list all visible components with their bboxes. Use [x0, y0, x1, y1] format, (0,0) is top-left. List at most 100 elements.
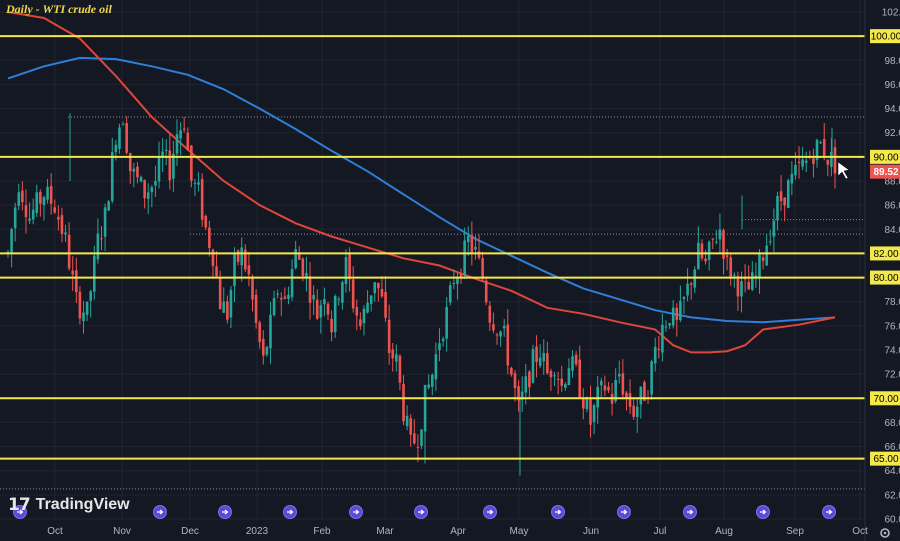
candle-body — [779, 191, 783, 202]
candle-body — [830, 151, 833, 167]
x-tick-label: Sep — [786, 526, 804, 537]
candle-body — [82, 312, 85, 322]
candle-body — [13, 207, 17, 229]
level-label-box — [870, 270, 900, 285]
candle-body — [653, 346, 657, 364]
candle-body — [801, 159, 804, 167]
x-tick-label: Aug — [715, 526, 733, 537]
y-tick-label: 102.00 — [882, 8, 900, 19]
x-tick-label: Apr — [450, 526, 466, 537]
level-label-box — [870, 391, 900, 406]
candle-body — [49, 185, 53, 204]
candle-body — [441, 338, 445, 342]
candle-body — [517, 386, 520, 401]
candle-body — [139, 176, 143, 182]
candle-body — [64, 232, 67, 235]
candle-body — [355, 307, 359, 316]
candle-body — [351, 279, 355, 309]
candle-body — [549, 370, 553, 378]
gear-icon[interactable] — [878, 526, 892, 540]
candle-body — [675, 307, 679, 320]
candle-body — [24, 205, 28, 218]
candle-body — [481, 258, 484, 280]
level-label-box — [870, 29, 900, 44]
candle-body — [589, 399, 592, 425]
candle-body — [679, 301, 682, 321]
candle-body — [510, 367, 513, 375]
event-marker-arrow — [418, 509, 425, 515]
candle-body — [553, 375, 556, 377]
x-tick-label: 2023 — [246, 526, 269, 537]
candle-body — [776, 196, 779, 221]
candle-body — [294, 249, 297, 269]
candle-body — [247, 265, 251, 275]
candle-body — [556, 378, 560, 380]
candle-body — [768, 241, 772, 243]
candle-body — [671, 307, 675, 326]
level-label: 65.00 — [873, 454, 898, 465]
candle-body — [592, 405, 596, 422]
candle-body — [35, 192, 39, 214]
candle-body — [258, 322, 261, 343]
candle-body — [794, 164, 797, 176]
candle-body — [542, 352, 546, 362]
event-marker-arrow — [760, 509, 767, 515]
candle-body — [822, 139, 826, 158]
candle-body — [150, 187, 154, 193]
candle-body — [664, 326, 668, 328]
candle-body — [538, 357, 542, 366]
candle-body — [164, 149, 168, 152]
candle-body — [46, 186, 49, 200]
candle-body — [136, 166, 139, 178]
candle-body — [359, 319, 362, 326]
candle-body — [596, 386, 599, 408]
candle-body — [377, 282, 380, 289]
candle-body — [60, 215, 64, 234]
event-marker-arrow — [287, 509, 294, 515]
event-marker-arrow — [222, 509, 229, 515]
candle-body — [240, 247, 244, 266]
candle-body — [312, 295, 315, 300]
candle-body — [315, 299, 319, 319]
candle-body — [100, 238, 103, 240]
candle-body — [146, 192, 150, 199]
candle-body — [21, 190, 24, 203]
candle-body — [826, 159, 830, 165]
y-tick-label: 96.00 — [884, 80, 900, 91]
candle-body — [707, 241, 711, 260]
candle-body — [711, 238, 715, 240]
candle-body — [128, 152, 132, 172]
x-tick-label: Oct — [852, 526, 868, 537]
candle-body — [599, 380, 603, 386]
candle-body — [643, 382, 646, 401]
candle-body — [574, 354, 578, 365]
y-tick-label: 84.00 — [884, 225, 900, 236]
level-label-box — [870, 246, 900, 261]
candle-body — [733, 274, 736, 276]
candle-body — [430, 374, 434, 387]
candle-body — [132, 168, 136, 172]
y-tick-label: 68.00 — [884, 418, 900, 429]
candle-body — [423, 385, 427, 432]
candle-body — [402, 383, 405, 422]
event-marker-arrow — [826, 509, 833, 515]
candle-body — [725, 255, 729, 257]
candle-body — [715, 241, 718, 243]
candle-body — [513, 373, 517, 389]
candle-body — [89, 291, 92, 301]
candle-body — [222, 301, 226, 313]
candle-body — [751, 272, 754, 290]
candle-body — [564, 384, 567, 388]
y-tick-label: 62.00 — [884, 490, 900, 501]
candle-body — [682, 297, 686, 300]
candle-body — [578, 359, 582, 398]
candle-body — [197, 182, 200, 185]
candle-body — [96, 233, 100, 260]
candle-body — [740, 281, 743, 297]
candle-body — [319, 305, 323, 318]
candle-body — [175, 134, 179, 154]
candle-body — [154, 181, 157, 186]
event-marker-arrow — [487, 509, 494, 515]
y-tick-label: 88.00 — [884, 177, 900, 188]
